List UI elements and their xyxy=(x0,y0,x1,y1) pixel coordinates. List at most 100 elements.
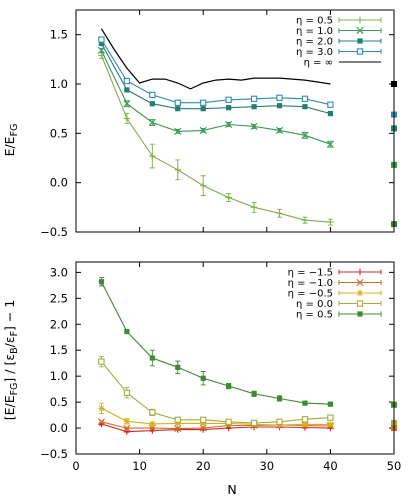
bottom-series-line xyxy=(101,407,331,426)
top-data-point xyxy=(301,131,309,139)
top-data-point xyxy=(250,204,258,211)
top-data-point xyxy=(200,182,207,189)
bottom-legend-marker xyxy=(356,278,364,287)
top-legend-label: η = 2.0 xyxy=(296,37,333,48)
top-legend-cap xyxy=(338,49,382,54)
bottom-data-point xyxy=(174,424,182,433)
bottom-legend-label: η = −0.5 xyxy=(288,289,333,300)
bottom-legend-cap xyxy=(338,290,382,296)
top-legend-marker xyxy=(357,38,363,44)
bottom-data-point xyxy=(250,419,258,427)
top-data-point xyxy=(98,40,105,47)
top-ytick-label: 0.0 xyxy=(50,176,68,190)
top-legend-cap xyxy=(338,28,382,33)
top-plot-frame xyxy=(75,9,395,233)
bottom-xtick-label: 30 xyxy=(259,459,274,473)
top-data-point xyxy=(98,36,105,43)
top-series-line xyxy=(100,43,331,115)
top-legend-label: η = ∞ xyxy=(304,58,333,69)
bottom-data-point xyxy=(302,400,308,406)
top-data-point xyxy=(326,140,334,148)
top-legend: η = 0.5η = 1.0η = 2.0η = 3.0η = ∞ xyxy=(296,16,382,69)
bottom-ytick-label: 3.0 xyxy=(50,265,68,279)
bottom-y-axis-label: [E/EFG] / [εB/εF] − 1 xyxy=(2,300,20,421)
bottom-data-point xyxy=(124,328,130,335)
top-data-point xyxy=(123,115,131,122)
bottom-data-point xyxy=(174,426,181,433)
bottom-data-point xyxy=(251,391,257,397)
bottom-data-point xyxy=(123,418,131,425)
bottom-data-point xyxy=(301,421,309,428)
top-data-point xyxy=(327,101,334,108)
bottom-data-point xyxy=(149,420,156,428)
top-data-point xyxy=(199,126,207,134)
top-series-line xyxy=(100,55,331,223)
top-ytick-label: 0.5 xyxy=(50,126,68,140)
bottom-data-point xyxy=(327,401,333,407)
top-series-1 xyxy=(97,46,334,148)
bottom-data-point xyxy=(123,424,131,432)
bottom-legend-label: η = −1.0 xyxy=(288,278,333,289)
bottom-legend: η = −1.5η = −1.0η = −0.5η = 0.0η = 0.5 xyxy=(288,268,382,321)
bottom-series-line xyxy=(100,281,331,405)
top-data-point xyxy=(149,91,156,99)
bottom-data-point xyxy=(226,383,232,389)
top-data-point xyxy=(174,166,181,174)
bottom-xtick-label: 40 xyxy=(323,459,338,473)
top-series-4 xyxy=(100,28,331,90)
top-legend-marker xyxy=(356,16,364,24)
top-data-point xyxy=(175,106,181,112)
bottom-data-point xyxy=(123,389,131,396)
bottom-data-point xyxy=(98,358,105,365)
top-data-point xyxy=(200,99,207,106)
bottom-xtick-label: 50 xyxy=(387,459,402,473)
top-data-point xyxy=(225,194,232,201)
top-data-point xyxy=(250,95,258,102)
top-legend-label: η = 3.0 xyxy=(296,47,333,58)
bottom-ytick-label: 1.5 xyxy=(50,343,68,357)
top-data-point xyxy=(200,106,206,112)
top-data-point xyxy=(275,126,284,134)
top-data-point xyxy=(174,127,182,135)
top-data-point xyxy=(302,104,308,110)
top-data-point xyxy=(149,152,156,160)
bottom-ytick-label: −0.5 xyxy=(40,447,68,461)
top-data-point xyxy=(301,95,309,102)
top-data-point xyxy=(301,216,309,224)
bottom-data-point xyxy=(327,421,334,428)
bottom-series-4 xyxy=(98,277,333,407)
x-axis-label: N xyxy=(227,482,236,497)
bottom-data-point xyxy=(225,418,232,425)
bottom-legend-cap xyxy=(338,280,382,285)
top-data-point xyxy=(276,103,283,109)
top-series-2 xyxy=(98,40,333,117)
bottom-legend-label: η = −1.5 xyxy=(288,268,333,279)
bottom-legend-label: η = 0.5 xyxy=(296,310,333,321)
bottom-series-3 xyxy=(98,355,334,427)
top-series-3 xyxy=(98,36,334,108)
top-data-point xyxy=(251,104,257,110)
top-data-point xyxy=(327,111,333,117)
bottom-xtick-label: 20 xyxy=(196,459,211,473)
bottom-ytick-label: 2.0 xyxy=(50,317,68,331)
bottom-data-point xyxy=(175,364,181,370)
top-y-axis-label: E/EFG xyxy=(2,124,20,157)
bottom-data-point xyxy=(98,279,105,285)
bottom-legend-marker xyxy=(357,311,363,317)
top-data-point xyxy=(149,101,155,107)
top-data-point xyxy=(225,120,233,129)
bottom-ytick-label: 0.0 xyxy=(50,421,68,435)
top-series-line xyxy=(100,28,331,90)
top-panel: −0.50.00.51.01.5η = 0.5η = 1.0η = 2.0η =… xyxy=(40,9,397,239)
bottom-series-2 xyxy=(98,402,334,429)
top-series-line xyxy=(100,39,331,106)
top-legend-cap xyxy=(338,38,382,44)
top-data-point xyxy=(174,99,181,106)
top-ytick-label: −0.5 xyxy=(40,225,68,239)
top-data-point xyxy=(123,77,131,85)
bottom-data-point xyxy=(301,416,309,423)
bottom-data-point xyxy=(200,420,207,427)
bottom-ytick-label: 0.5 xyxy=(50,395,68,409)
top-series-line xyxy=(100,50,331,145)
bottom-legend-cap xyxy=(338,269,382,275)
